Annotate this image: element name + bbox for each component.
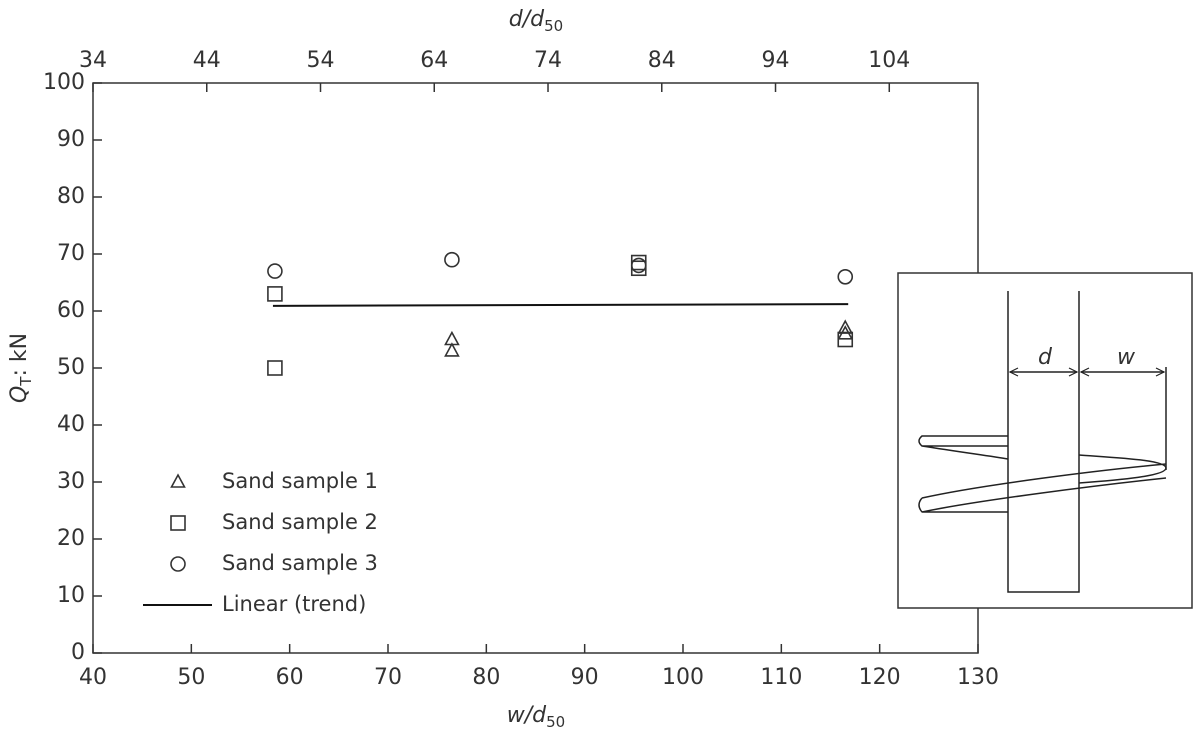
x-tick-label: 40 bbox=[79, 665, 107, 690]
y-tick-label: 30 bbox=[57, 469, 85, 494]
x2-tick-label: 54 bbox=[307, 48, 335, 73]
circle-marker bbox=[170, 556, 186, 572]
square-marker bbox=[170, 515, 186, 531]
inset-diagram: d w bbox=[897, 272, 1193, 609]
x2-label-sub: 50 bbox=[544, 17, 563, 35]
y-tick-label: 60 bbox=[57, 298, 85, 323]
x2-tick-label: 74 bbox=[534, 48, 562, 73]
y-label-main: Q bbox=[7, 386, 32, 403]
x2-tick-label: 84 bbox=[648, 48, 676, 73]
x2-tick-label: 94 bbox=[762, 48, 790, 73]
square-marker bbox=[837, 331, 854, 348]
square-marker bbox=[267, 286, 283, 302]
x-label-main: w/d bbox=[507, 703, 547, 728]
x-label-sub: 50 bbox=[546, 713, 565, 731]
x2-tick-label: 104 bbox=[868, 48, 910, 73]
y-tick-label: 70 bbox=[57, 241, 85, 266]
inset-label: w bbox=[1117, 345, 1136, 370]
x2-label-main: d/d bbox=[509, 7, 545, 32]
x2-axis-label: d/d50 bbox=[509, 7, 563, 35]
x-axis-label: w/d50 bbox=[507, 703, 565, 731]
y-tick-label: 50 bbox=[57, 355, 85, 380]
circle-marker bbox=[837, 268, 854, 285]
trend-line bbox=[272, 303, 849, 307]
x2-tick-label: 44 bbox=[193, 48, 221, 73]
y-tick-label: 100 bbox=[43, 70, 85, 95]
legend-label: Sand sample 2 bbox=[222, 510, 378, 534]
x-tick-label: 90 bbox=[571, 665, 599, 690]
legend-label: Sand sample 1 bbox=[222, 469, 378, 493]
x2-tick-label: 34 bbox=[79, 48, 107, 73]
y-tick-label: 10 bbox=[57, 583, 85, 608]
triangle-marker bbox=[170, 473, 186, 488]
y-tick-label: 80 bbox=[57, 184, 85, 209]
y-label-sub: T bbox=[17, 376, 35, 387]
y-tick-label: 40 bbox=[57, 412, 85, 437]
x-tick-label: 60 bbox=[276, 665, 304, 690]
triangle-marker bbox=[444, 342, 460, 357]
y-axis-label: QT: kN bbox=[7, 333, 35, 403]
x2-tick-label: 64 bbox=[420, 48, 448, 73]
x-tick-label: 130 bbox=[957, 665, 999, 690]
circle-marker bbox=[630, 257, 647, 274]
y-tick-label: 0 bbox=[71, 640, 85, 665]
legend-label: Linear (trend) bbox=[222, 592, 366, 616]
y-tick-label: 90 bbox=[57, 127, 85, 152]
x-tick-label: 120 bbox=[859, 665, 901, 690]
x-tick-label: 100 bbox=[662, 665, 704, 690]
y-tick-label: 20 bbox=[57, 526, 85, 551]
circle-marker bbox=[267, 263, 283, 279]
square-marker bbox=[267, 360, 283, 376]
x-tick-label: 50 bbox=[177, 665, 205, 690]
x-tick-label: 80 bbox=[472, 665, 500, 690]
x-tick-label: 110 bbox=[760, 665, 802, 690]
y-label-rest: : kN bbox=[7, 333, 32, 377]
legend-label: Sand sample 3 bbox=[222, 551, 378, 575]
inset-label: d bbox=[1038, 345, 1053, 370]
x-tick-label: 70 bbox=[374, 665, 402, 690]
circle-marker bbox=[444, 251, 460, 268]
